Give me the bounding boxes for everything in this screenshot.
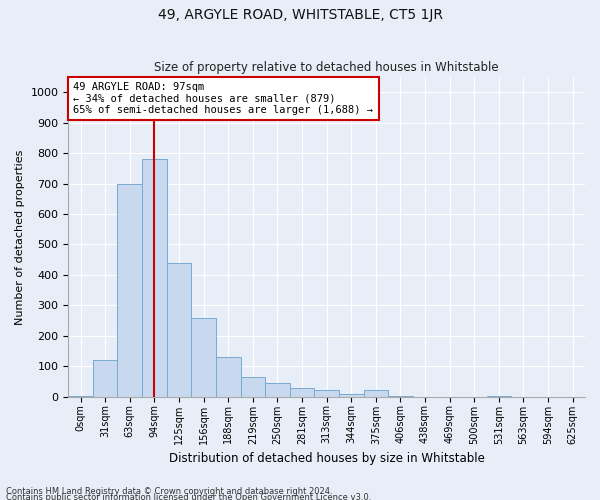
Bar	[142, 159, 167, 396]
Bar	[216, 357, 241, 397]
X-axis label: Distribution of detached houses by size in Whitstable: Distribution of detached houses by size …	[169, 452, 485, 465]
Text: Contains HM Land Registry data © Crown copyright and database right 2024.: Contains HM Land Registry data © Crown c…	[6, 487, 332, 496]
Text: Contains public sector information licensed under the Open Government Licence v3: Contains public sector information licen…	[6, 492, 371, 500]
Bar	[339, 394, 364, 396]
Y-axis label: Number of detached properties: Number of detached properties	[15, 149, 25, 324]
Bar	[265, 383, 290, 396]
Title: Size of property relative to detached houses in Whitstable: Size of property relative to detached ho…	[154, 62, 499, 74]
Bar	[241, 377, 265, 396]
Bar	[314, 390, 339, 396]
Bar	[191, 318, 216, 396]
Text: 49, ARGYLE ROAD, WHITSTABLE, CT5 1JR: 49, ARGYLE ROAD, WHITSTABLE, CT5 1JR	[157, 8, 443, 22]
Bar	[118, 184, 142, 396]
Bar	[290, 388, 314, 396]
Bar	[364, 390, 388, 396]
Bar	[93, 360, 118, 397]
Bar	[167, 262, 191, 396]
Text: 49 ARGYLE ROAD: 97sqm
← 34% of detached houses are smaller (879)
65% of semi-det: 49 ARGYLE ROAD: 97sqm ← 34% of detached …	[73, 82, 373, 115]
